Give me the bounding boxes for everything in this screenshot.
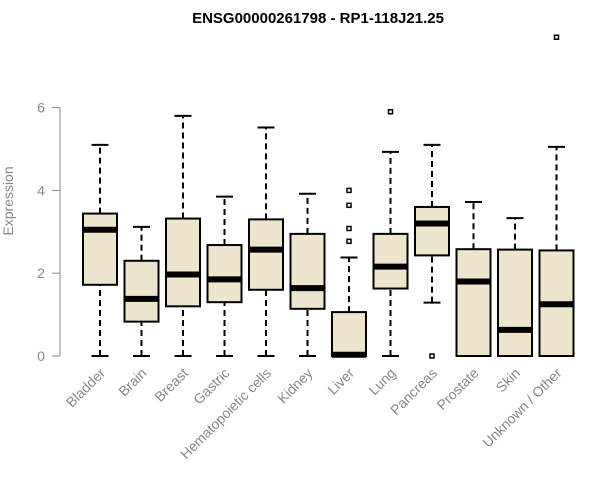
iqr-box — [82, 212, 118, 286]
iqr-box — [414, 205, 450, 257]
iqr-box — [372, 232, 409, 290]
iqr-box — [455, 248, 492, 357]
x-tick-label: Unknown / Other — [479, 365, 565, 451]
box-group — [248, 126, 284, 357]
box-group — [206, 195, 243, 357]
x-tick-label: Kidney — [274, 365, 316, 407]
box-group — [165, 114, 201, 357]
boxes-layer — [82, 34, 575, 359]
outlier-point — [346, 187, 352, 194]
iqr-box — [206, 244, 243, 304]
box-group — [123, 225, 160, 357]
box-group — [331, 187, 367, 358]
outlier-point — [387, 108, 394, 115]
y-tick-label: 0 — [37, 348, 45, 364]
box-group — [372, 108, 409, 357]
chart-title: ENSG00000261798 - RP1-118J21.25 — [192, 10, 444, 27]
outlier-point — [346, 225, 352, 232]
iqr-box — [248, 218, 284, 291]
box-group — [414, 143, 450, 359]
box-group — [82, 143, 118, 357]
iqr-box — [165, 217, 201, 308]
iqr-box — [289, 232, 326, 310]
iqr-box — [331, 311, 367, 357]
x-tick-label: Prostate — [433, 365, 481, 413]
y-tick-label: 4 — [37, 182, 45, 198]
box-group — [538, 34, 575, 357]
outlier-point — [553, 34, 560, 40]
x-tick-label: Bladder — [63, 365, 109, 411]
x-tick-label: Lung — [365, 365, 398, 398]
x-tick-label: Brain — [115, 365, 149, 399]
outlier-point — [429, 353, 435, 359]
outlier-point — [346, 202, 352, 209]
y-axis-label: Expression — [0, 166, 16, 235]
iqr-box — [497, 248, 533, 358]
y-tick-label: 2 — [37, 265, 45, 281]
outlier-point — [346, 238, 352, 245]
box-group — [497, 217, 533, 358]
box-group — [289, 192, 326, 357]
x-tick-label: Skin — [493, 365, 524, 396]
y-tick-label: 6 — [37, 100, 45, 116]
y-axis: 0 2 4 6 — [37, 100, 61, 364]
box-group — [455, 200, 492, 357]
x-tick-label: Liver — [324, 365, 357, 398]
x-tick-label: Breast — [151, 365, 191, 405]
iqr-box — [123, 259, 160, 323]
